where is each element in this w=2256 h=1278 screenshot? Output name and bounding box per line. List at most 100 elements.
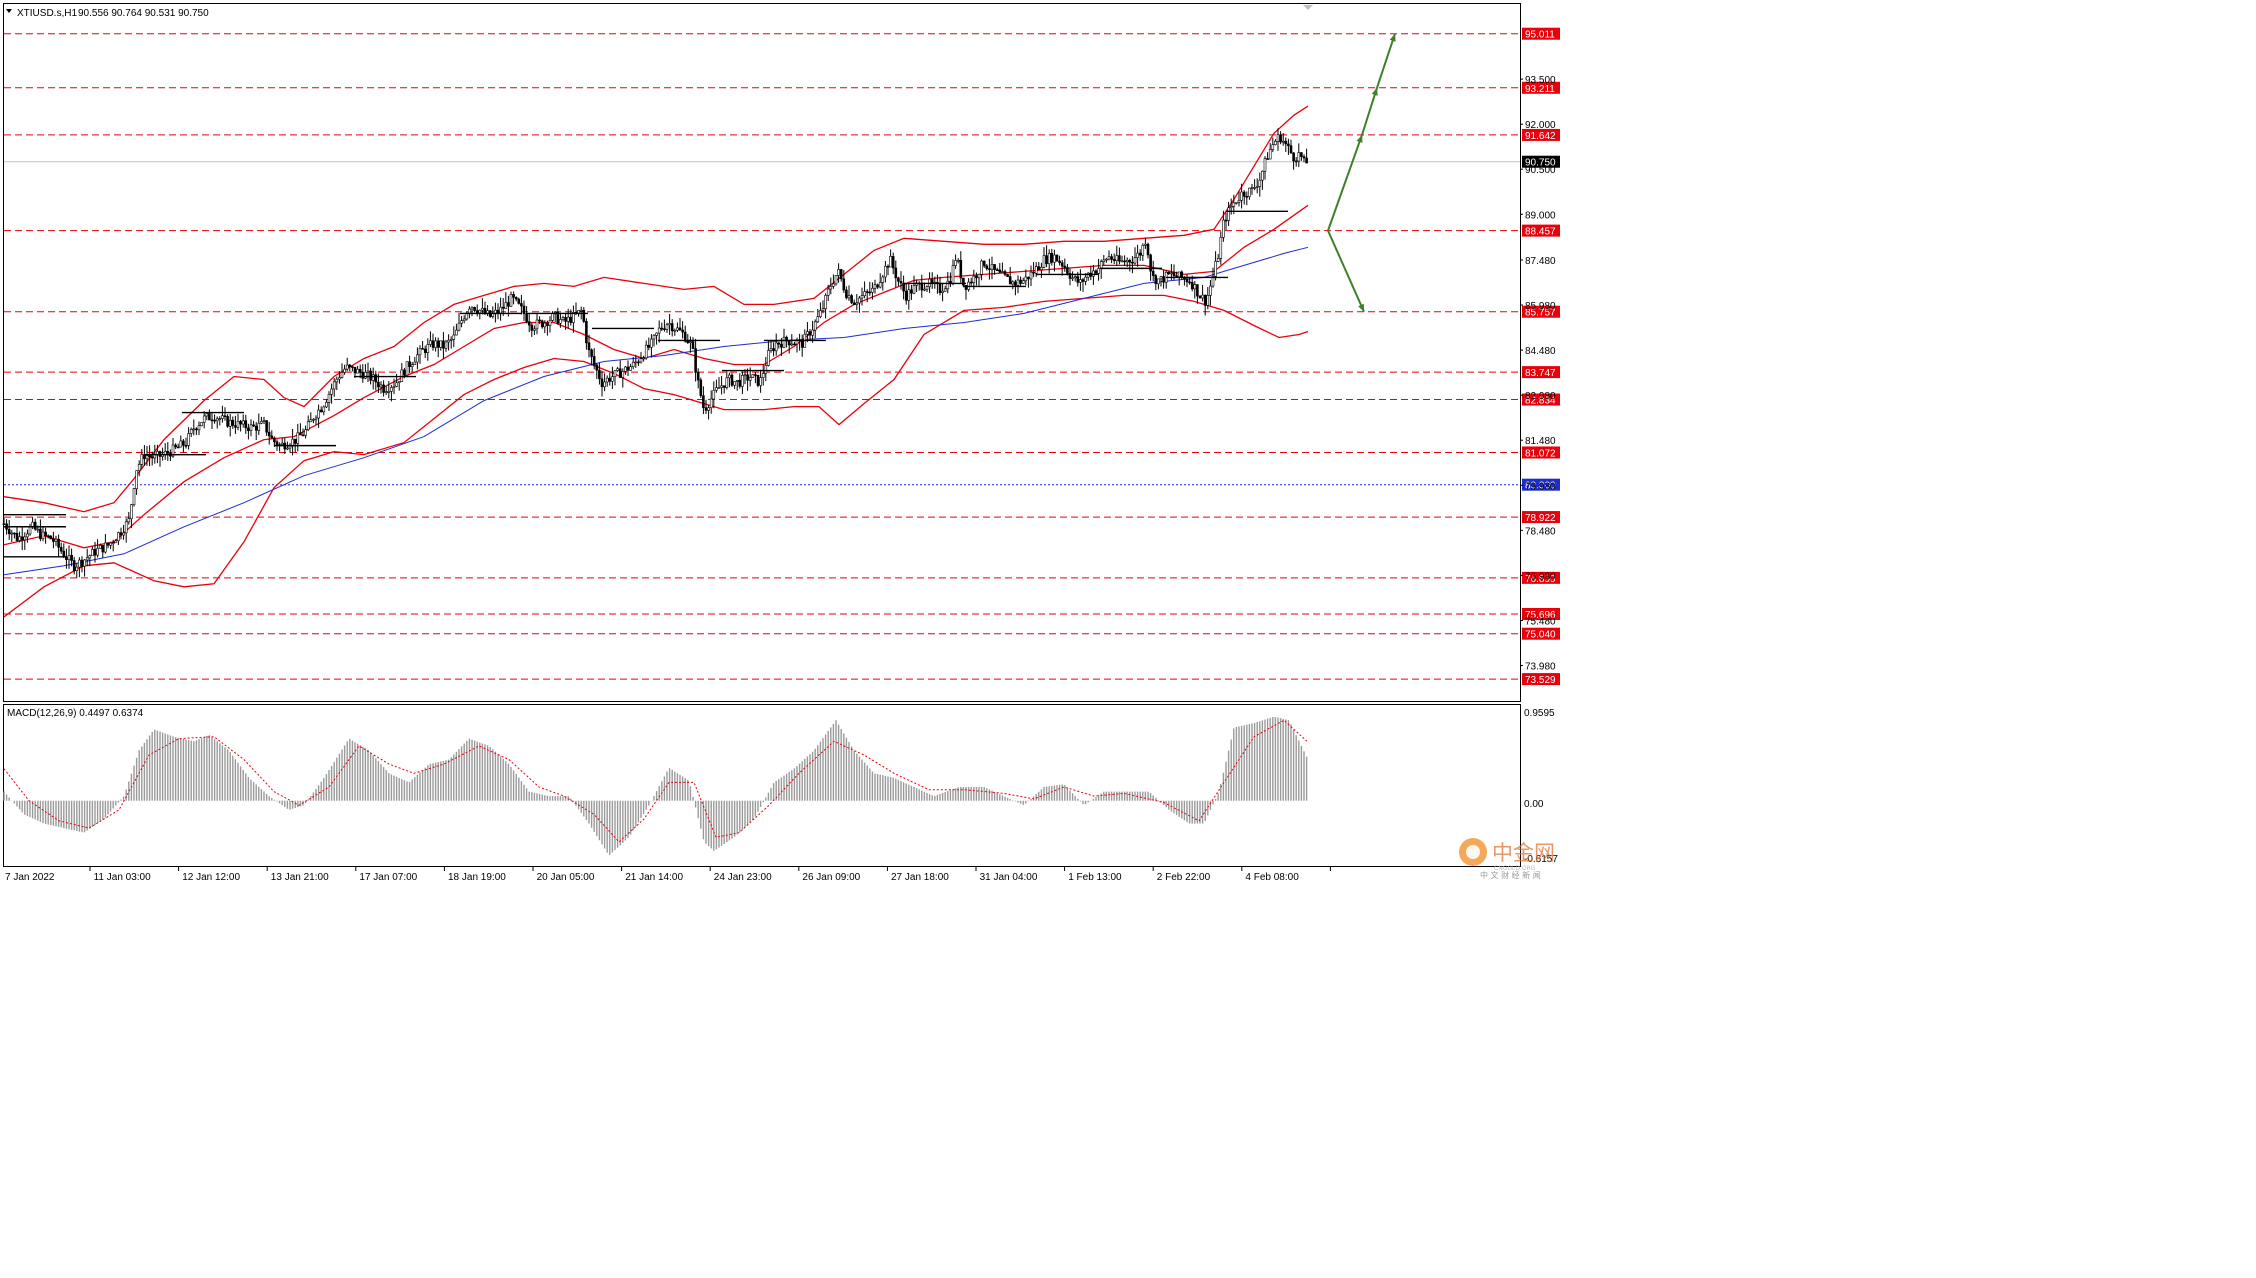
candle-body [1118,255,1121,262]
candle-body [1289,145,1293,154]
time-label: 31 Jan 04:00 [980,872,1038,883]
candle-body [959,259,963,279]
candle-body [1154,275,1158,285]
candle-body [351,366,354,368]
candle-body [390,387,393,392]
candle-body [1159,276,1163,280]
candle-body [192,428,196,431]
symbol-menu-triangle-icon[interactable] [6,9,12,13]
candle-body [777,342,781,345]
candle-body [517,298,521,304]
candle-body [850,295,853,304]
candle-body [501,306,505,309]
level-label: 95.011 [1525,30,1555,41]
candle-body [980,260,983,275]
candle-body [660,327,664,330]
price-tick-label: 89.000 [1525,210,1556,221]
candle-body [228,419,232,427]
candle-body [226,416,229,427]
candle-body [715,387,718,391]
level-label: 81.072 [1525,448,1556,459]
candle-body [1040,267,1043,270]
candle-body [239,421,242,425]
time-label: 17 Jan 07:00 [359,872,417,883]
candle-body [741,375,744,387]
symbol-label: XTIUSD.s,H1 [17,8,77,19]
shift-marker-icon[interactable] [1303,5,1313,10]
candle-body [551,313,554,321]
candle-body [821,308,825,311]
time-label: 27 Jan 18:00 [891,872,949,883]
candle-body [286,447,289,450]
price-chart[interactable]: 95.011 93.211 91.642 88.457 85.757 83.747 82.8… [0,0,1568,888]
candle-body [631,361,635,367]
candle-body [442,340,445,349]
candle-body [730,374,734,386]
candle-body [319,409,323,413]
level-label: 75.040 [1525,630,1556,641]
bollinger-bands [3,105,1309,618]
candle-body [1216,258,1220,262]
price-tick-label: 79.980 [1525,481,1556,492]
candle-body [1193,284,1197,290]
candle-body [254,425,258,431]
candle-body [1294,160,1298,163]
candle-body [288,445,292,449]
candle-body [1136,252,1139,258]
candle-body [572,311,575,323]
candle-body [33,521,37,530]
candle-body [449,339,453,341]
candle-body [7,528,11,535]
candle-body [993,264,996,270]
candle-body [592,356,596,366]
candle-body [816,316,820,323]
candle-body [943,288,947,292]
macd-indicator [3,716,1309,855]
candle-body [1123,260,1126,263]
candle-body [865,291,869,293]
candle-body [54,538,58,542]
candle-body [673,329,677,332]
candle-body [613,370,617,377]
candle-body [878,282,882,288]
candle-body [132,488,136,506]
candle-body [655,332,658,336]
candle-body [884,265,887,278]
candle-body [358,368,362,373]
arrow-head-icon [1371,87,1378,96]
candle-body [852,302,856,305]
candle-body [637,361,640,364]
candle-body [400,369,404,382]
candle-body [1172,272,1176,277]
candle-body [663,328,666,330]
candle-body [603,381,606,388]
candle-body [1011,281,1015,285]
candle-body [1227,207,1230,221]
candle-body [124,521,128,534]
candle-body [75,566,79,571]
candle-body [598,369,601,380]
candle-body [1084,276,1087,282]
candle-body [782,336,786,348]
candle-body [210,419,214,422]
time-label: 24 Jan 23:00 [714,872,772,883]
candle-body [538,319,541,322]
candle-body [327,394,331,403]
time-axis: 7 Jan 2022 11 Jan 03:00 12 Jan 12:00 13 Jan… [5,867,1331,883]
candle-body [751,374,755,378]
candle-body [676,327,679,331]
candle-body [733,381,736,386]
candle-body [1042,255,1046,268]
candle-body [1034,266,1038,274]
candle-body [533,328,536,331]
candle-body [293,438,297,444]
candle-body [951,265,955,285]
candle-body [499,306,502,314]
candle-body [418,348,422,356]
candle-body [618,368,622,378]
candle-body [78,559,81,568]
candle-body [447,339,450,343]
candle-body [556,311,560,324]
candle-body [1086,272,1090,278]
candle-body [93,549,97,556]
